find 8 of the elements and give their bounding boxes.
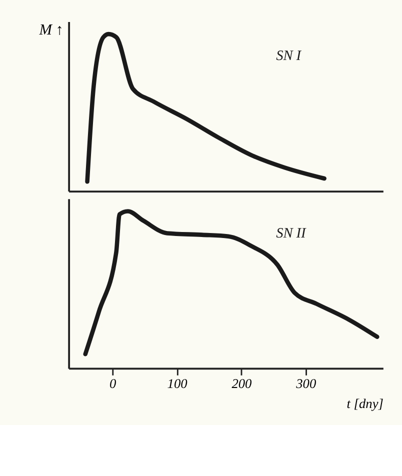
x-tick-label: 100 — [167, 376, 188, 391]
x-tick-label: 200 — [232, 376, 252, 391]
series-label: SN II — [276, 225, 308, 242]
x-tick-label: 300 — [295, 376, 316, 391]
y-axis-title: M ↑ — [38, 21, 64, 38]
x-tick-label: 0 — [110, 376, 117, 391]
x-axis-title: t [dny] — [346, 396, 384, 411]
text: SN I — [276, 48, 302, 64]
